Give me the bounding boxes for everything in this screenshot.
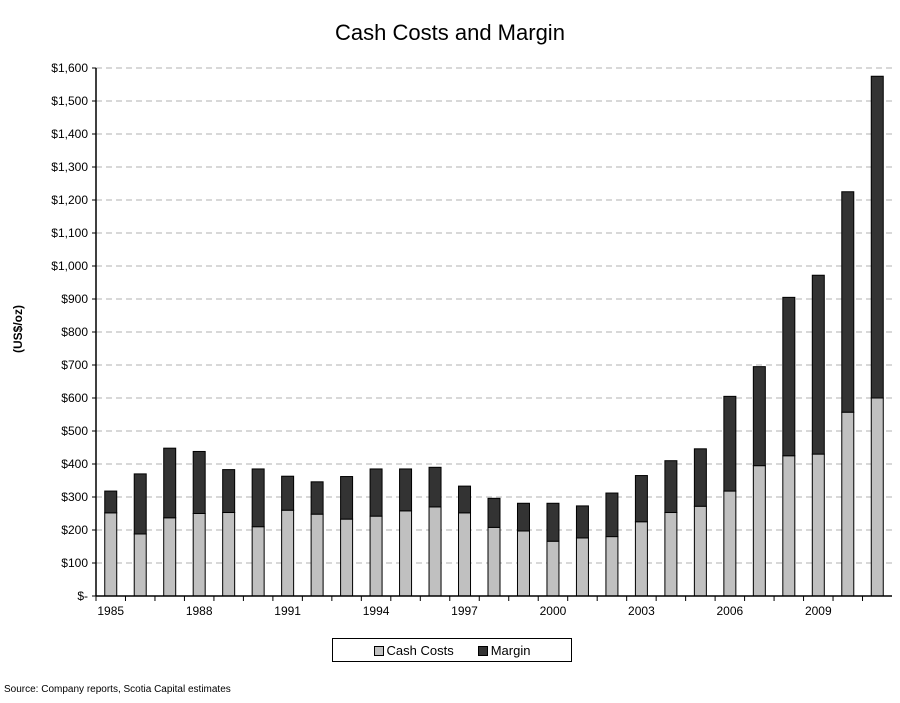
bar-margin xyxy=(634,475,648,523)
bar-cash-costs xyxy=(841,411,855,597)
bar-margin xyxy=(811,274,825,455)
bar-margin xyxy=(399,468,413,512)
bar-cash-costs xyxy=(251,526,265,597)
x-tick-label: 1985 xyxy=(97,604,124,618)
bar-cash-costs xyxy=(163,517,177,597)
chart-title: Cash Costs and Margin xyxy=(335,20,565,45)
bar-margin xyxy=(310,481,324,515)
legend-label: Cash Costs xyxy=(386,642,454,658)
legend-label: Margin xyxy=(490,642,531,658)
bar-margin xyxy=(428,466,442,508)
y-tick-label: $600 xyxy=(61,391,88,405)
bar-margin xyxy=(222,469,236,514)
y-tick-label: $1,100 xyxy=(51,226,88,240)
bar-cash-costs xyxy=(192,513,206,597)
bar-margin xyxy=(369,468,383,517)
x-tick-label: 2003 xyxy=(628,604,655,618)
x-tick-label: 1997 xyxy=(451,604,478,618)
bar-margin xyxy=(251,468,265,528)
bar-cash-costs xyxy=(104,512,118,597)
x-tick-label: 1988 xyxy=(186,604,213,618)
bar-cash-costs xyxy=(458,512,472,597)
source-note: Source: Company reports, Scotia Capital … xyxy=(4,684,231,695)
x-tick-label: 2000 xyxy=(540,604,567,618)
legend-item-margin: Margin xyxy=(477,642,531,658)
x-tick-label: 1994 xyxy=(363,604,390,618)
bar-cash-costs xyxy=(605,536,619,597)
bar-margin xyxy=(723,395,737,492)
legend-swatch-cash-costs xyxy=(373,646,384,657)
bar-margin xyxy=(516,502,530,532)
y-tick-label: $1,600 xyxy=(51,61,88,75)
y-tick-label: $- xyxy=(77,589,88,603)
bar-margin xyxy=(281,475,295,511)
bar-margin xyxy=(458,485,472,514)
bar-cash-costs xyxy=(281,509,295,597)
bar-margin xyxy=(782,296,796,457)
y-tick-label: $200 xyxy=(61,523,88,537)
y-tick-label: $1,000 xyxy=(51,259,88,273)
y-tick-label: $1,500 xyxy=(51,94,88,108)
bar-cash-costs xyxy=(428,506,442,597)
y-tick-label: $1,200 xyxy=(51,193,88,207)
bar-cash-costs xyxy=(723,490,737,597)
bar-margin xyxy=(693,448,707,507)
bar-cash-costs xyxy=(369,515,383,597)
bar-margin xyxy=(546,502,560,542)
bar-cash-costs xyxy=(811,453,825,597)
legend-swatch-margin xyxy=(477,646,488,657)
bar-cash-costs xyxy=(575,537,589,597)
bar-cash-costs xyxy=(222,512,236,597)
bar-margin xyxy=(605,492,619,538)
bar-margin xyxy=(340,476,354,520)
y-tick-label: $100 xyxy=(61,556,88,570)
legend-item-cash-costs: Cash Costs xyxy=(373,642,454,658)
bar-margin xyxy=(870,75,884,399)
bar-cash-costs xyxy=(399,510,413,597)
x-tick-label: 2006 xyxy=(717,604,744,618)
bar-cash-costs xyxy=(693,505,707,597)
bar-margin xyxy=(752,366,766,467)
bar-margin xyxy=(104,490,118,514)
y-tick-label: $400 xyxy=(61,457,88,471)
bar-margin xyxy=(163,447,177,519)
y-tick-label: $800 xyxy=(61,325,88,339)
bar-cash-costs xyxy=(634,521,648,597)
bar-cash-costs xyxy=(487,526,501,597)
bar-margin xyxy=(664,460,678,514)
bar-margin xyxy=(192,450,206,514)
bar-cash-costs xyxy=(870,397,884,597)
legend: Cash Costs Margin xyxy=(332,638,572,662)
y-tick-label: $300 xyxy=(61,490,88,504)
y-tick-label: $1,300 xyxy=(51,160,88,174)
y-tick-label: $900 xyxy=(61,292,88,306)
bar-margin xyxy=(575,505,589,539)
y-tick-label: $1,400 xyxy=(51,127,88,141)
bar-cash-costs xyxy=(782,455,796,597)
bar-cash-costs xyxy=(340,518,354,597)
bar-margin xyxy=(133,473,147,535)
bar-cash-costs xyxy=(752,465,766,597)
x-tick-label: 2009 xyxy=(805,604,832,618)
bar-cash-costs xyxy=(133,533,147,597)
bar-margin xyxy=(841,191,855,413)
bar-margin xyxy=(487,497,501,528)
y-tick-label: $500 xyxy=(61,424,88,438)
bar-cash-costs xyxy=(664,512,678,597)
x-tick-label: 1991 xyxy=(274,604,301,618)
y-tick-label: $700 xyxy=(61,358,88,372)
bar-cash-costs xyxy=(516,530,530,597)
bar-cash-costs xyxy=(546,540,560,597)
bar-cash-costs xyxy=(310,513,324,597)
